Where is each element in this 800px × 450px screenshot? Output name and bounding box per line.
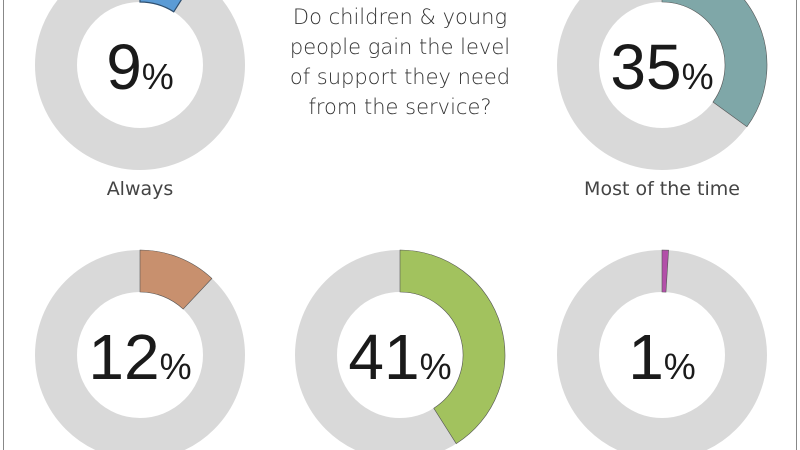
percentage-label: 9%: [106, 31, 174, 103]
donut-track: [35, 0, 245, 170]
donut-segment: [139, 249, 213, 310]
chart-title: Do children & young people gain the leve…: [289, 5, 511, 119]
frame-border-left: [3, 0, 4, 450]
donut-segment: [661, 249, 669, 293]
percentage-label: 1%: [628, 321, 696, 393]
percentage-label: 12%: [88, 321, 191, 393]
label-most-of-the-time: Most of the time: [584, 178, 740, 200]
donut-segment: [661, 0, 768, 128]
label-always: Always: [106, 178, 174, 200]
percentage-label: 41%: [348, 321, 451, 393]
percentage-label: 35%: [610, 31, 713, 103]
frame-border-right: [796, 0, 797, 450]
donut-segment: [139, 0, 182, 13]
donut-segment: [399, 249, 506, 445]
